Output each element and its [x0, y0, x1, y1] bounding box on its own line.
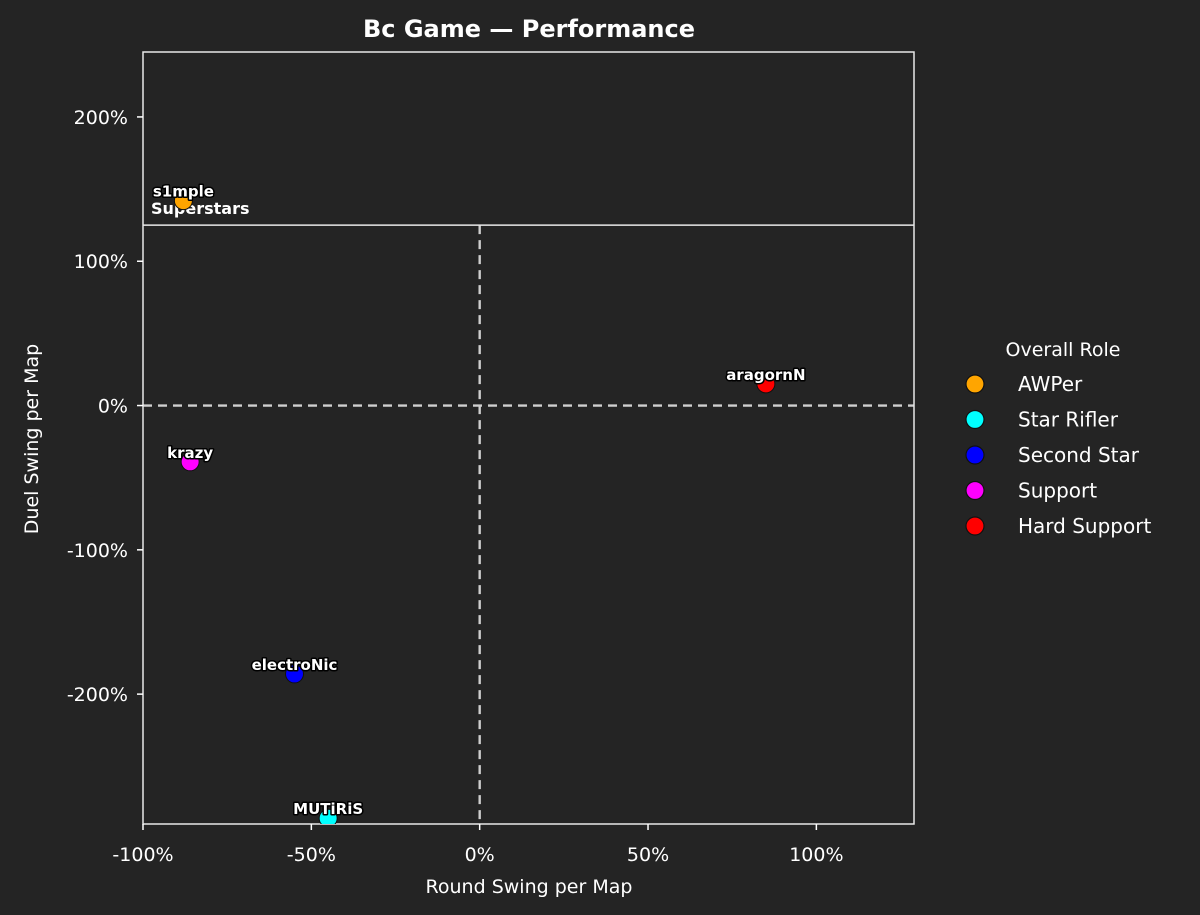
x-tick-label: -100%: [112, 844, 173, 866]
legend-label-second-star: Second Star: [1018, 443, 1140, 467]
plot-frame: [142, 51, 915, 825]
legend-marker-star-rifler: [965, 409, 985, 430]
y-axis-ticks: -200% -100% 0% 100% 200%: [67, 107, 143, 706]
data-label-electronic: electroNic: [252, 656, 338, 674]
legend-marker-second-star: [965, 445, 985, 465]
x-tick-label: 0%: [465, 844, 495, 866]
legend-label-star-rifler: Star Rifler: [1018, 408, 1119, 432]
y-tick-label: 100%: [74, 251, 128, 273]
y-tick-label: -100%: [67, 540, 128, 562]
y-tick-label: 200%: [74, 107, 128, 129]
plot-area: Superstars: [142, 51, 915, 825]
data-label-s1mple: s1mple: [153, 183, 214, 201]
data-points: s1mple aragornN krazy electroNic MUTiRiS: [151, 181, 807, 824]
y-axis-label: Duel Swing per Map: [21, 344, 43, 534]
y-tick-label: -200%: [67, 684, 128, 706]
data-point-electronic: [285, 664, 305, 684]
legend-title: Overall Role: [1006, 339, 1121, 361]
data-point-aragornn: [756, 374, 776, 394]
data-point-krazy: [180, 452, 200, 472]
legend-marker-awper: [965, 374, 985, 394]
data-point-mutiris: [318, 808, 338, 824]
x-axis-ticks: -100% -50% 0% 50% 100%: [112, 824, 844, 866]
chart-title: Bc Game — Performance: [363, 15, 695, 43]
y-tick-label: 0%: [98, 396, 128, 418]
legend-marker-hard-support: [965, 516, 985, 536]
x-tick-label: 50%: [627, 844, 669, 866]
legend-label-hard-support: Hard Support: [1018, 514, 1151, 538]
superstars-zone-label: Superstars: [151, 199, 250, 218]
data-label-aragornn: aragornN: [726, 366, 805, 384]
data-label-mutiris: MUTiRiS: [293, 800, 363, 818]
data-point-s1mple: [173, 191, 193, 211]
legend-label-support: Support: [1018, 479, 1097, 503]
x-tick-label: -50%: [287, 844, 336, 866]
legend-marker-support: [965, 480, 985, 501]
legend-label-awper: AWPer: [1018, 372, 1083, 396]
x-tick-label: 100%: [789, 844, 843, 866]
x-axis-label: Round Swing per Map: [426, 876, 633, 898]
data-label-krazy: krazy: [167, 444, 213, 462]
legend: Overall Role AWPer Star Rifler Second Star…: [965, 339, 1151, 538]
